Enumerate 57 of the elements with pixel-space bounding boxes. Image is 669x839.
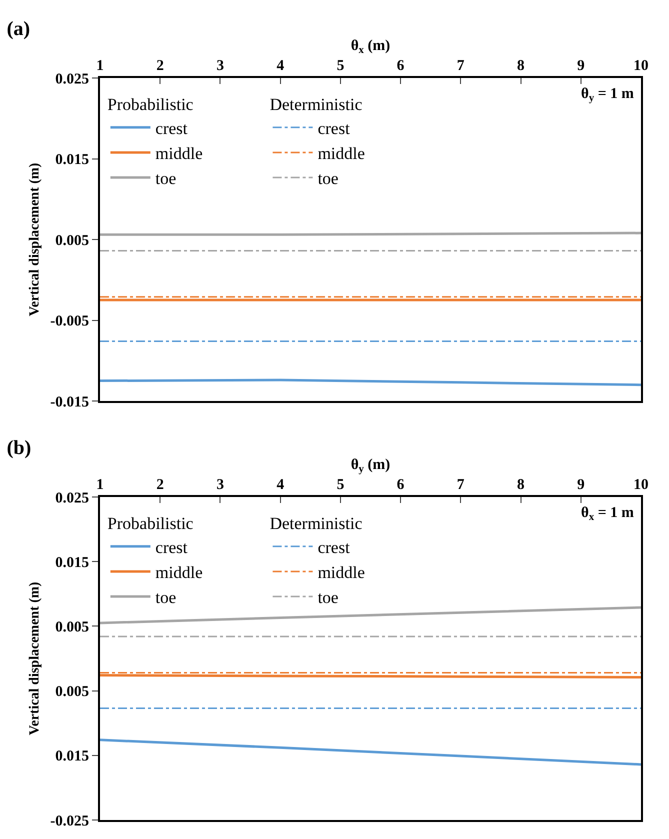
y-tick-label: 0.015 — [55, 748, 89, 765]
x-axis-title: θ$_{x}$ (m) — [350, 38, 390, 56]
chart-title: (b) — [6, 436, 32, 459]
y-tick-label: -0.005 — [50, 314, 89, 330]
legend-label: middle — [318, 563, 365, 582]
legend-label: crest — [155, 118, 188, 138]
legend-label: toe — [155, 588, 176, 608]
legend-label: crest — [318, 538, 350, 557]
y-tick-label: 0.005 — [55, 684, 89, 700]
x-tick-label: 6 — [396, 58, 405, 74]
line-series — [100, 738, 641, 766]
y-tick-label: 0.025 — [55, 71, 89, 88]
x-tick-label: 7 — [456, 58, 465, 74]
y-tick-label: 0.025 — [55, 490, 89, 506]
x-tick-label: 7 — [456, 477, 465, 493]
x-tick-label: 2 — [156, 58, 164, 74]
legend-label: middle — [155, 144, 203, 164]
x-tick-label: 10 — [634, 58, 648, 74]
legend-label: crest — [318, 118, 350, 138]
annotation: θ$_{y}$ = 1 m — [581, 86, 634, 104]
legend-label: middle — [318, 144, 365, 164]
annotation: Deterministic — [270, 514, 363, 533]
line-series — [100, 606, 641, 624]
annotation: θ$_{x}$ = 1 m — [581, 505, 634, 524]
y-tick-label: 0.005 — [55, 619, 89, 636]
x-tick-label: 1 — [96, 477, 104, 493]
annotation: Deterministic — [270, 94, 363, 114]
x-tick-label: 3 — [216, 477, 224, 493]
y-tick-label: -0.015 — [50, 394, 89, 410]
x-tick-label: 9 — [577, 58, 585, 74]
annotation: Probabilistic — [107, 514, 194, 533]
legend-label: toe — [318, 169, 338, 188]
x-tick-label: 10 — [634, 477, 648, 493]
x-tick-label: 3 — [216, 58, 224, 74]
y-tick-label: -0.025 — [50, 813, 89, 830]
legend-label: middle — [155, 563, 203, 582]
x-tick-label: 9 — [577, 477, 585, 493]
x-tick-label: 1 — [96, 58, 104, 74]
x-tick-label: 8 — [517, 58, 525, 74]
x-tick-label: 6 — [396, 477, 405, 493]
legend-label: toe — [318, 588, 338, 608]
x-tick-label: 5 — [336, 477, 344, 493]
chart-title: (a) — [6, 18, 30, 40]
x-tick-label: 2 — [156, 477, 164, 493]
x-tick-label: 5 — [336, 58, 344, 74]
y-axis-title: Vertical displacement (m) — [27, 581, 42, 736]
legend-label: crest — [155, 538, 188, 557]
legend-label: toe — [155, 169, 176, 188]
x-tick-label: 4 — [276, 58, 285, 74]
x-axis-title: θ$_{y}$ (m) — [350, 456, 390, 475]
y-tick-label: 0.015 — [55, 554, 89, 571]
x-tick-label: 8 — [517, 477, 525, 493]
y-axis-title: Vertical displacement (m) — [27, 162, 42, 316]
x-tick-label: 4 — [276, 477, 285, 493]
y-tick-label: 0.005 — [55, 232, 89, 249]
annotation: Probabilistic — [107, 94, 194, 114]
y-tick-label: 0.015 — [55, 152, 89, 168]
